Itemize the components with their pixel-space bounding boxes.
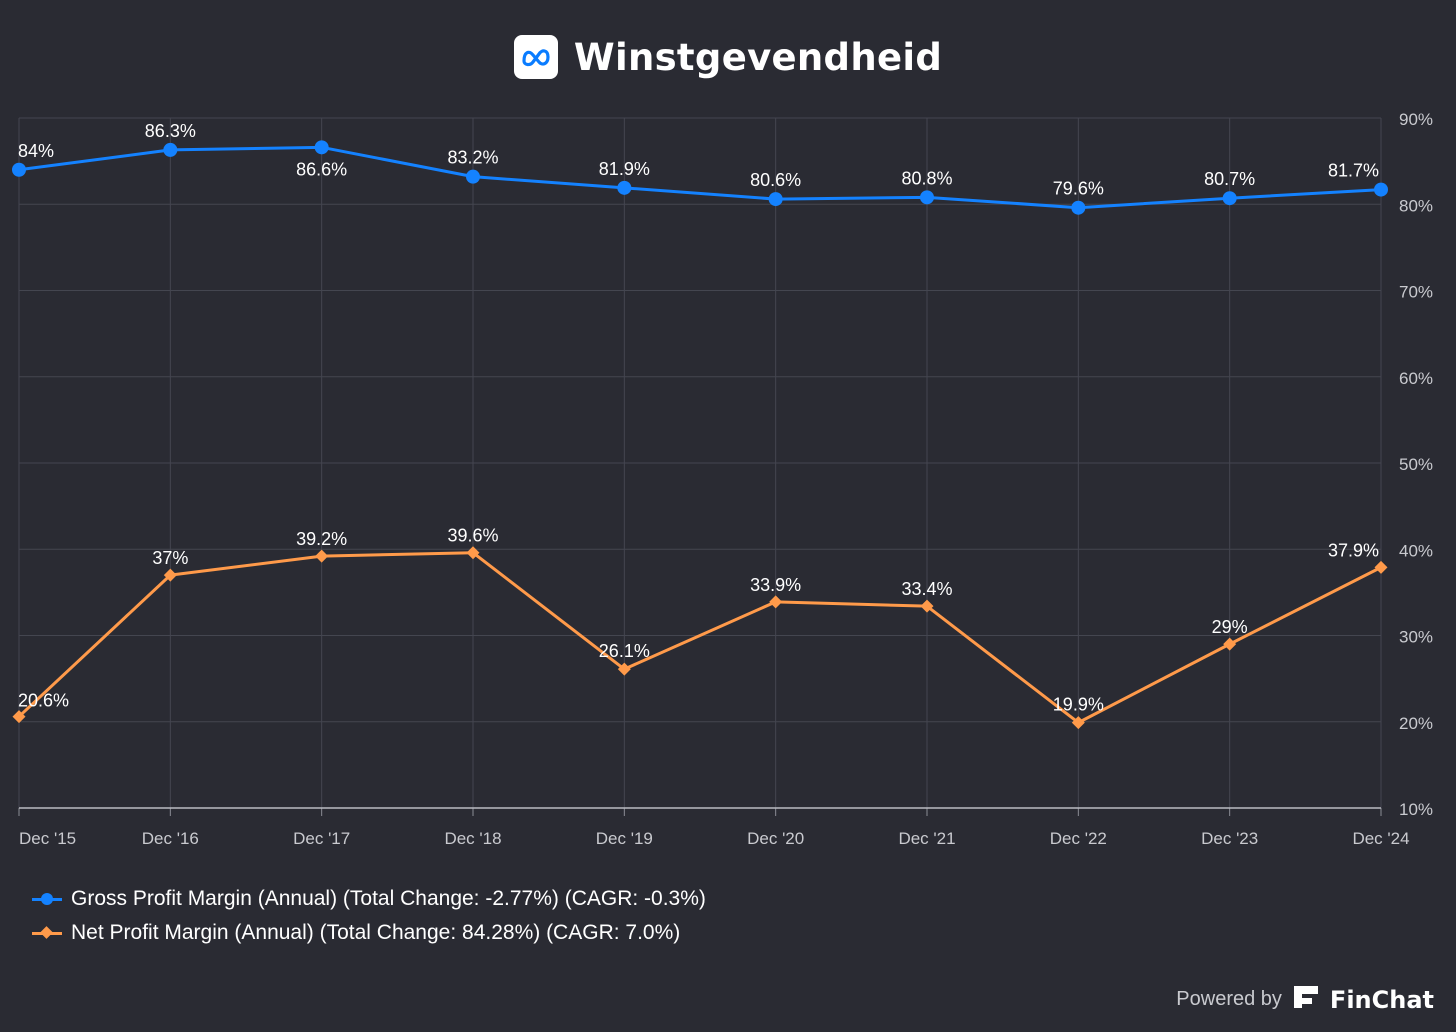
gross-margin-point [163,142,178,157]
y-tick-label: 40% [1399,541,1433,560]
y-tick-label: 70% [1399,283,1433,302]
gross-margin-data-label: 86.3% [145,121,196,141]
net-margin-data-label: 37.9% [1328,540,1379,560]
net-margin-line [17,551,1382,725]
meta-logo-icon [513,35,558,79]
gross-margin-point [12,162,26,177]
x-tick-label: Dec '15 [19,829,76,848]
net-margin-data-label: 39.6% [447,526,498,546]
legend-marker-diamond-icon [32,926,62,940]
chart-header: Winstgevendheid [0,28,1456,86]
x-tick-label: Dec '22 [1050,829,1107,848]
gross-margin-point [1222,191,1237,206]
legend-label: Gross Profit Margin (Annual) (Total Chan… [71,887,706,910]
legend-marker-circle-icon [32,892,62,906]
net-margin-point [163,568,177,582]
net-margin-data-label: 26.1% [599,641,650,661]
net-margin-data-label: 33.4% [901,579,952,599]
net-margin-data-label: 33.9% [750,575,801,595]
gross-margin-data-label: 86.6% [296,159,347,179]
gross-margin-point [314,140,329,155]
gross-margin-point [768,192,783,207]
net-margin-point [1071,716,1085,730]
chart-title: Winstgevendheid [573,35,943,79]
net-margin-data-label: 20.6% [18,691,69,711]
net-margin-point [769,595,783,609]
gross-margin-data-label: 84% [18,141,54,161]
gross-margin-line [18,145,1382,210]
x-tick-label: Dec '20 [747,829,804,848]
gross-margin-point [1071,200,1086,215]
gross-margin-point [1374,182,1388,197]
gross-margin-data-label: 79.6% [1053,179,1104,199]
x-tick-label: Dec '23 [1201,829,1258,848]
powered-by-footer: Powered by FinChat [1176,984,1434,1015]
x-tick-label: Dec '24 [1352,829,1409,848]
gross-margin-data-label: 80.7% [1204,169,1255,189]
y-tick-label: 10% [1399,800,1433,819]
y-tick-label: 90% [1399,110,1433,129]
gross-margin-data-label: 80.6% [750,170,801,190]
gross-margin-point [617,180,632,195]
net-margin-point [466,546,480,560]
net-margin-data-label: 39.2% [296,529,347,549]
gross-margin-data-label: 81.7% [1328,161,1379,181]
legend-item-gross-margin[interactable]: Gross Profit Margin (Annual) (Total Chan… [32,882,706,916]
powered-by-text: Powered by [1176,988,1282,1010]
x-tick-label: Dec '21 [898,829,955,848]
net-margin-point [12,710,26,724]
y-tick-label: 60% [1399,369,1433,388]
x-tick-label: Dec '18 [444,829,501,848]
net-margin-data-label: 29% [1212,617,1248,637]
y-tick-label: 80% [1399,196,1433,215]
legend-item-net-margin[interactable]: Net Profit Margin (Annual) (Total Change… [32,916,706,950]
x-tick-label: Dec '16 [142,829,199,848]
net-margin-point [315,549,329,563]
gross-margin-point [466,169,480,184]
y-tick-label: 30% [1399,628,1433,647]
net-margin-point [617,662,631,676]
gross-margin-data-label: 80.8% [901,168,952,188]
net-margin-data-label: 19.9% [1053,695,1104,715]
gross-margin-data-label: 83.2% [447,148,498,168]
x-tick-label: Dec '19 [596,829,653,848]
brand-name: FinChat [1329,985,1434,1014]
gross-margin-data-label: 81.9% [599,159,650,179]
net-margin-point [920,599,934,613]
finchat-logo-icon [1292,984,1320,1015]
net-margin-point [1223,637,1237,651]
legend-label: Net Profit Margin (Annual) (Total Change… [71,921,681,944]
net-margin-point [1374,560,1388,574]
y-tick-label: 20% [1399,714,1433,733]
gross-margin-point [920,190,934,205]
line-chart: 10% 20% 30% 40% 50% 60% 70% 80% 90% Dec '15 Dec '1… [12,110,1433,848]
y-tick-label: 50% [1399,455,1433,474]
net-margin-data-label: 37% [152,548,188,568]
chart-legend: Gross Profit Margin (Annual) (Total Chan… [32,882,706,950]
x-tick-label: Dec '17 [293,829,350,848]
